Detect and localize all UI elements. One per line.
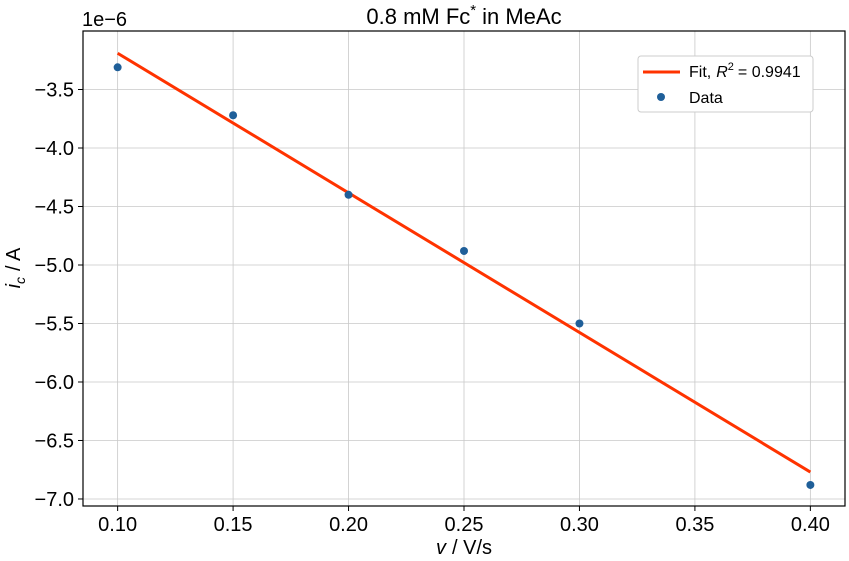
- x-tick-label: 0.20: [329, 514, 368, 536]
- x-axis: 0.10 0.15 0.20 0.25 0.30 0.35 0.40: [98, 506, 830, 536]
- x-tick-label: 0.35: [675, 514, 714, 536]
- data-point: [460, 246, 468, 255]
- data-point: [806, 480, 815, 489]
- legend-data-swatch: [657, 93, 665, 101]
- fit-series: [116, 51, 812, 474]
- y-tick-label: −6.0: [35, 372, 74, 394]
- y-tick-label: −6.5: [35, 430, 74, 452]
- x-tick-label: 0.15: [214, 514, 253, 536]
- x-tick-label: 0.40: [791, 514, 830, 536]
- data-point: [113, 63, 122, 72]
- y-tick-label: −7.0: [35, 489, 74, 511]
- y-tick-label: −5.0: [35, 255, 74, 277]
- legend-box: [637, 55, 814, 113]
- legend-data-label: Data: [689, 90, 723, 107]
- y-axis-label: ic/ A: [3, 247, 28, 288]
- y-offset-text: 1e−6: [82, 9, 127, 31]
- data-series: [113, 63, 815, 489]
- data-point: [575, 319, 584, 328]
- y-tick-label: −5.5: [35, 313, 74, 335]
- legend: Fit, R2 = 0.9941 Data: [637, 55, 814, 113]
- x-tick-label: 0.30: [560, 514, 599, 536]
- y-tick-label: −3.5: [35, 79, 74, 101]
- data-point: [344, 190, 353, 199]
- data-point: [229, 111, 238, 120]
- x-axis-label: v / V/s: [436, 537, 492, 559]
- legend-fit-label: Fit, R2 = 0.9941: [689, 61, 801, 81]
- x-tick-label: 0.10: [98, 514, 137, 536]
- chart-title: 0.8 mM Fc* in MeAc: [366, 2, 561, 29]
- x-tick-label: 0.25: [445, 514, 484, 536]
- y-tick-label: −4.5: [35, 196, 74, 218]
- y-axis: −3.5 −4.0 −4.5 −5.0 −5.5 −6.0 −6.5 −7.0: [35, 79, 83, 511]
- fit-line: [116, 51, 812, 474]
- y-tick-label: −4.0: [35, 138, 74, 160]
